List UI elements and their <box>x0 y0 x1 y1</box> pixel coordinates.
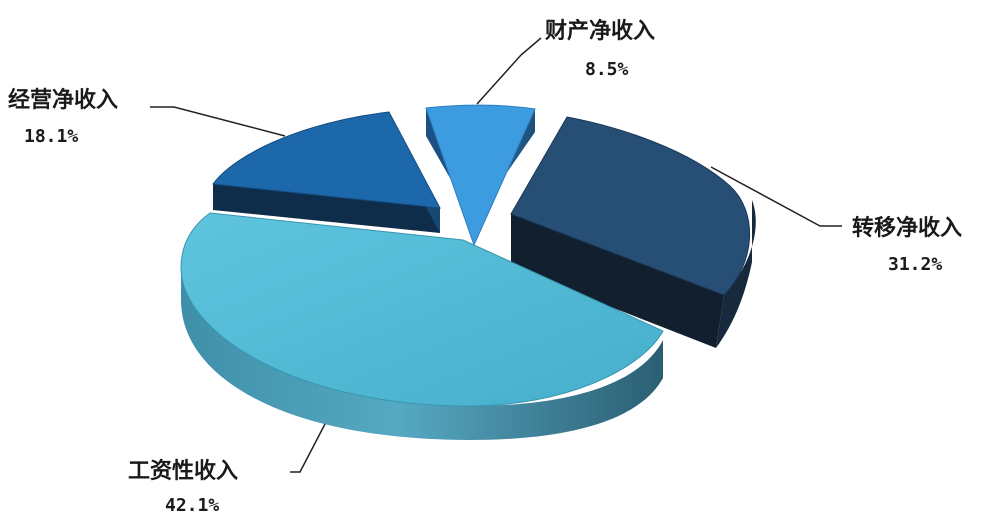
slice-value-property: 8.5% <box>585 59 629 80</box>
pie-slice-business <box>212 111 441 233</box>
slice-label-property: 财产净收入 <box>545 18 655 44</box>
slice-value-transfer: 31.2% <box>888 254 942 275</box>
slice-value-business: 18.1% <box>24 126 78 147</box>
slice-label-wage: 工资性收入 <box>128 458 238 484</box>
leader-line-property <box>476 37 542 105</box>
pie-slice-property <box>425 104 536 247</box>
slice-value-wage: 42.1% <box>165 495 219 516</box>
leader-line-wage <box>290 423 326 473</box>
leader-line-transfer <box>710 166 842 227</box>
pie-slice-transfer <box>510 116 756 348</box>
slice-label-business: 经营净收入 <box>8 87 118 113</box>
pie-slice-wage <box>180 212 664 440</box>
slice-label-transfer: 转移净收入 <box>852 215 962 241</box>
leader-line-business <box>150 106 286 137</box>
